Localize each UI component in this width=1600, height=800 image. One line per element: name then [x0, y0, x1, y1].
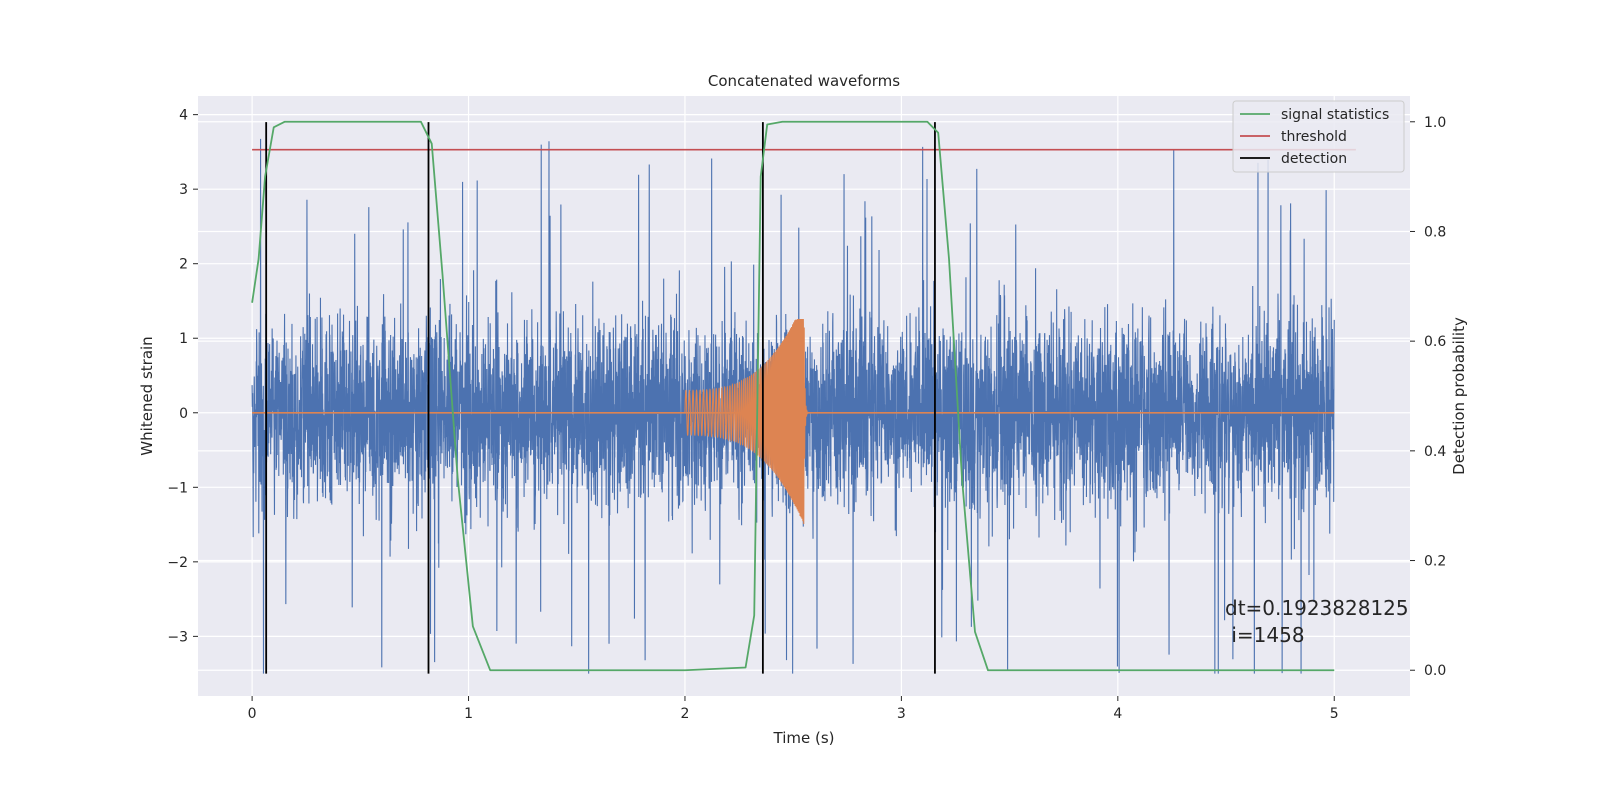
x-tick-label: 5 [1330, 706, 1339, 722]
y2-tick-label: 0.6 [1424, 334, 1446, 350]
x-tick-label: 1 [464, 706, 473, 722]
x-tick-label: 2 [681, 706, 690, 722]
x-axis-label: Time (s) [773, 729, 835, 747]
y-axis-label: Whitened strain [138, 336, 156, 455]
legend-label-threshold: threshold [1281, 129, 1347, 145]
y-tick-label: −1 [167, 480, 188, 496]
legend: signal statistics threshold detection [1232, 100, 1405, 173]
annotation-dt: dt=0.1923828125 [1225, 596, 1409, 620]
y2-tick-label: 0.4 [1424, 444, 1446, 460]
y2-tick-label: 0.2 [1424, 554, 1446, 570]
x-tick-label: 3 [897, 706, 906, 722]
y-tick-label: 3 [179, 182, 188, 198]
y-tick-label: 1 [179, 331, 188, 347]
signal-statistics-group [251, 120, 1335, 672]
y-tick-label: 2 [179, 257, 188, 273]
y2-tick-label: 0.8 [1424, 224, 1446, 240]
y-tick-label: −3 [167, 629, 188, 645]
tick-marks [193, 114, 1415, 701]
y2-tick-label: 0.0 [1424, 663, 1446, 679]
y-tick-label: 0 [179, 406, 188, 422]
x-tick-label: 4 [1113, 706, 1122, 722]
legend-label-signal-statistics: signal statistics [1281, 107, 1389, 123]
legend-box [1232, 100, 1405, 173]
chart-title: Concatenated waveforms [708, 72, 900, 90]
y2-tick-label: 1.0 [1424, 115, 1446, 131]
y-tick-label: 4 [179, 108, 188, 124]
detection-lines [265, 122, 936, 674]
signal-statistics-line [251, 120, 1335, 672]
y-tick-label: −2 [167, 555, 188, 571]
annotation-index: i=1458 [1225, 623, 1305, 647]
y2-axis-label: Detection probability [1450, 317, 1468, 475]
x-tick-label: 0 [248, 706, 257, 722]
chirp-line [684, 319, 809, 525]
legend-label-detection: detection [1281, 151, 1347, 167]
chirp-series [252, 319, 1335, 525]
